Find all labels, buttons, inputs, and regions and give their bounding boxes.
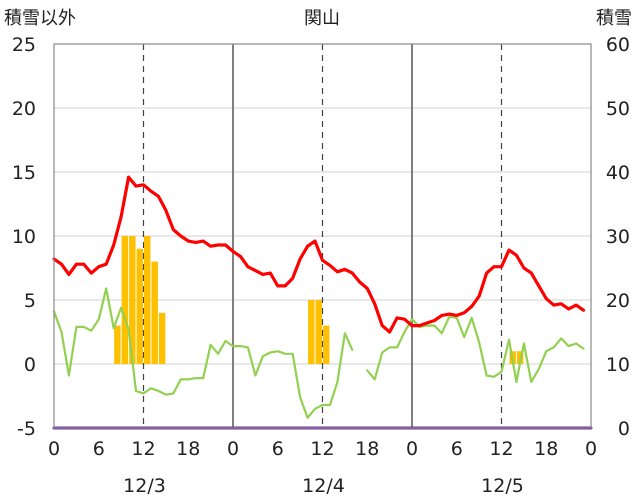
x-tick-label: 0 [227, 438, 239, 460]
x-tick-label: 6 [272, 438, 284, 460]
precip-bar [114, 325, 121, 364]
x-tick-label: 12 [310, 438, 334, 460]
precip-bar [308, 300, 315, 364]
temperature-line [52, 175, 586, 334]
left-y-tick-label: 5 [24, 290, 36, 312]
chart-title: 関山 [304, 8, 340, 29]
precip-bar [136, 248, 143, 364]
right-y-tick-label: 60 [606, 34, 630, 56]
plot-frame [53, 43, 592, 429]
x-tick-label: 12 [131, 438, 155, 460]
right-y-tick-label: 30 [606, 226, 630, 248]
left-y-tick-label: 20 [12, 98, 36, 120]
sub-series-line [52, 287, 354, 419]
x-tick-label: 18 [534, 438, 558, 460]
right-y-tick-label: 20 [606, 290, 630, 312]
right-y-tick-label: 0 [618, 418, 630, 440]
precip-bar [158, 312, 166, 364]
x-tick-label: 18 [355, 438, 379, 460]
x-tick-label: 0 [585, 438, 597, 460]
left-axis-title: 積雪以外 [4, 8, 76, 29]
left-y-tick-label: -5 [17, 418, 36, 440]
x-tick-label: 0 [406, 438, 418, 460]
date-label: 12/5 [481, 475, 524, 497]
x-tick-label: 12 [489, 438, 513, 460]
x-tick-label: 0 [48, 438, 60, 460]
x-tick-label: 6 [93, 438, 105, 460]
left-y-tick-label: 25 [12, 34, 36, 56]
left-y-tick-label: 15 [12, 162, 36, 184]
precip-bar [144, 236, 151, 364]
right-y-tick-label: 40 [606, 162, 630, 184]
date-label: 12/3 [123, 475, 166, 497]
date-label: 12/4 [302, 475, 345, 497]
grid [54, 44, 591, 428]
x-tick-label: 18 [176, 438, 200, 460]
right-axis-title: 積雪 [596, 8, 632, 29]
right-y-tick-label: 10 [606, 354, 630, 376]
precip-bar [323, 325, 330, 364]
right-y-tick-label: 50 [606, 98, 630, 120]
plot-border [53, 43, 592, 429]
precip-bar [129, 236, 136, 364]
precip-bar [315, 300, 322, 364]
precip-bar [151, 261, 158, 364]
left-y-tick-label: 10 [12, 226, 36, 248]
sub-series-line [366, 315, 585, 383]
x-tick-label: 6 [451, 438, 463, 460]
left-y-tick-label: 0 [24, 354, 36, 376]
precip-bar [121, 236, 129, 364]
